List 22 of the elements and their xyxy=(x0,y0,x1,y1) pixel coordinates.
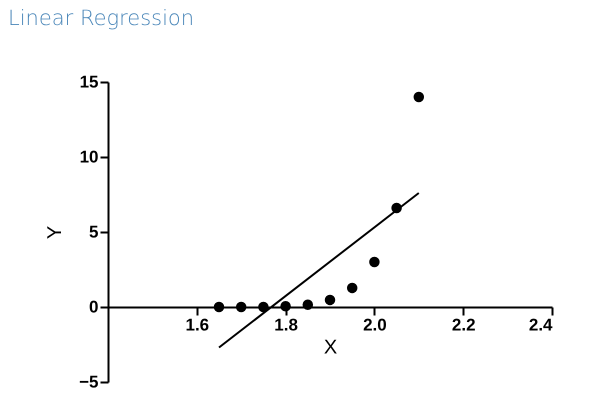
point xyxy=(324,294,336,306)
point xyxy=(369,256,380,268)
x-tick-label: 1.8 xyxy=(274,316,298,334)
point xyxy=(280,301,291,312)
point xyxy=(414,92,424,102)
y-tick-label: 5 xyxy=(89,222,98,242)
x-tick-label: 2.2 xyxy=(452,316,476,334)
point xyxy=(236,302,246,312)
x-tick-label: 2.4 xyxy=(528,316,554,334)
y-tick-label: 10 xyxy=(80,148,98,166)
x-tick-label: 2.0 xyxy=(363,316,387,334)
y-axis-title: Y xyxy=(44,226,66,240)
chart-title: Linear Regression xyxy=(8,6,194,30)
x-axis-title: X xyxy=(324,336,338,358)
y-tick-label: 15 xyxy=(80,72,98,92)
point xyxy=(258,302,269,312)
point xyxy=(214,302,224,312)
x-tick-label: 1.6 xyxy=(185,316,210,334)
y-tick-label: −5 xyxy=(79,372,98,392)
point xyxy=(302,300,314,310)
y-tick-label: 0 xyxy=(89,298,98,316)
point xyxy=(346,282,358,294)
